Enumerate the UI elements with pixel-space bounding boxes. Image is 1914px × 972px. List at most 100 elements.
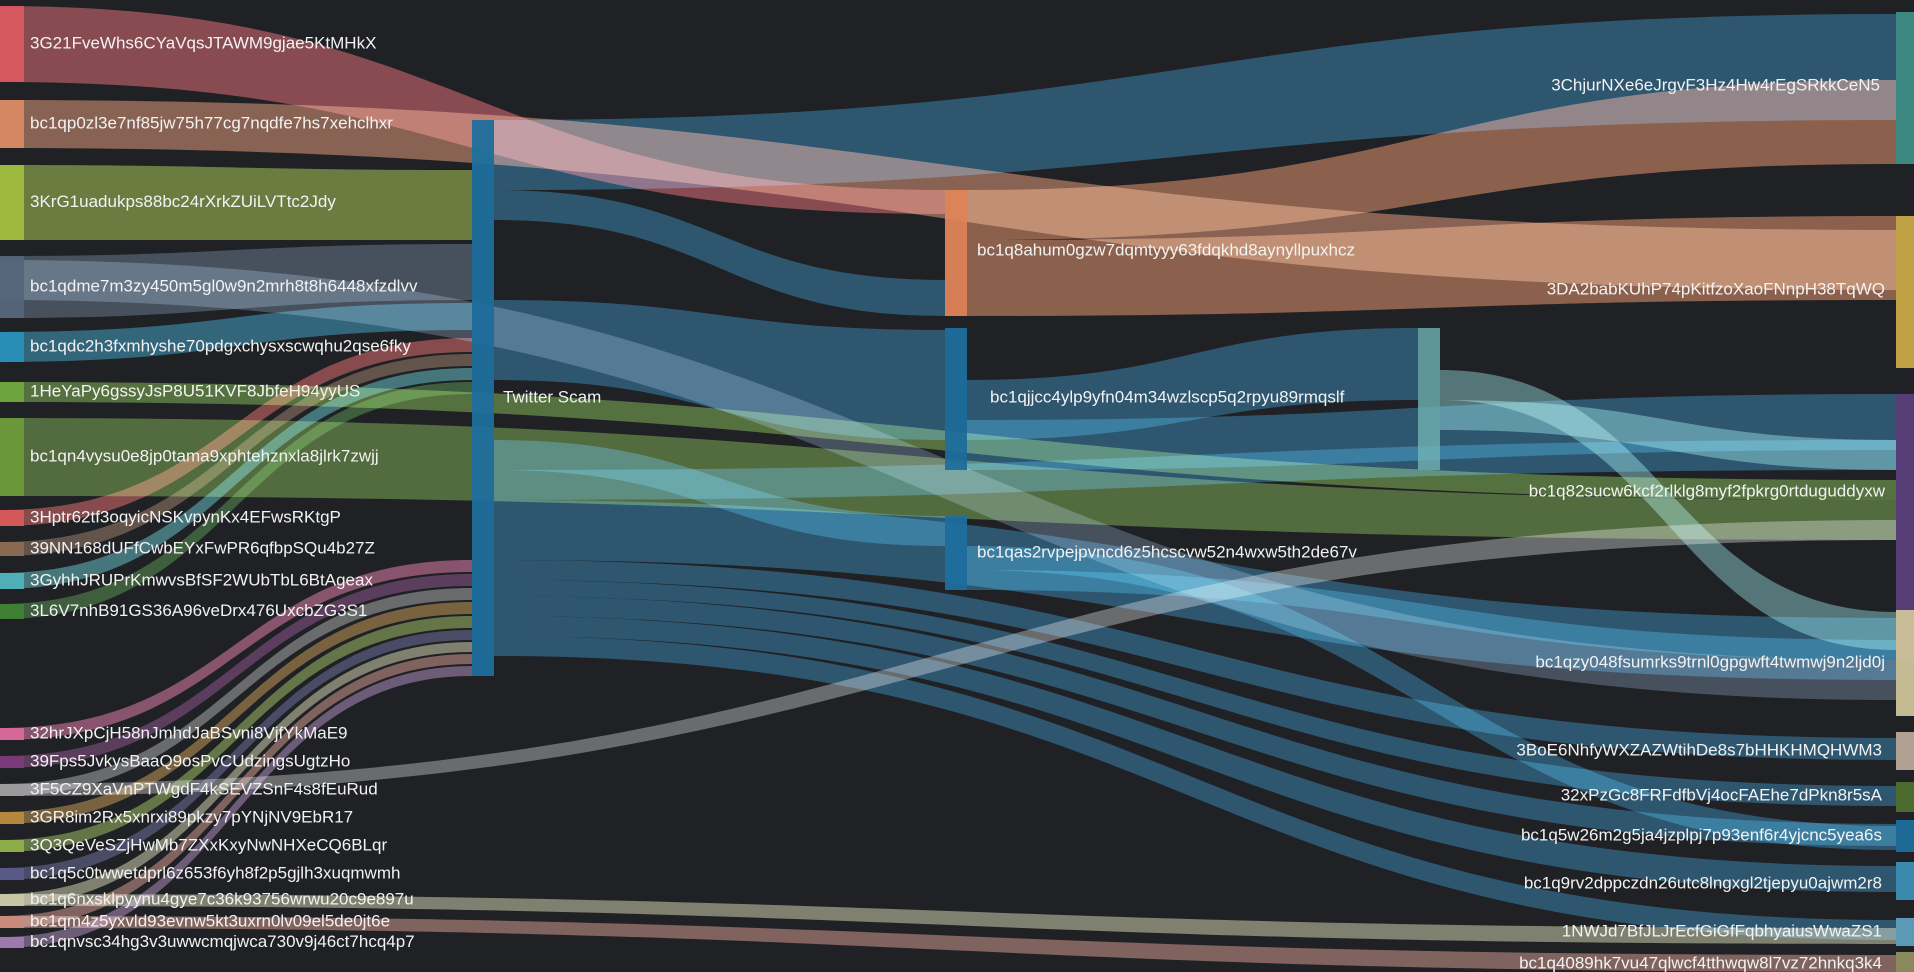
link-s20-to-hub[interactable] bbox=[0, 666, 472, 948]
link-s11-to-hub[interactable] bbox=[0, 382, 472, 619]
node-bar-s12[interactable] bbox=[0, 728, 24, 740]
node-bar-t4[interactable] bbox=[1896, 610, 1914, 716]
link-s12-to-hub[interactable] bbox=[0, 560, 472, 740]
node-label-s12: 32hrJXpCjH58nJmhdJaBSvni8VjfYkMaE9 bbox=[30, 723, 348, 742]
link-s14-to-t3[interactable] bbox=[0, 520, 1896, 796]
node-bar-m1[interactable] bbox=[945, 190, 967, 316]
node-bar-s10[interactable] bbox=[0, 573, 24, 589]
node-label-s19: bc1qm4z5yxvld93evnw5kt3uxrn0lv09el5de0jt… bbox=[30, 911, 390, 930]
link-m1-to-t1[interactable] bbox=[967, 80, 1896, 240]
link-s16-to-hub[interactable] bbox=[0, 616, 472, 852]
node-label-t2: 3DA2babKUhP74pKitfzoXaoFNnpH38TqWQ bbox=[1547, 279, 1885, 298]
link-s19-to-hub[interactable] bbox=[0, 654, 472, 928]
node-bar-t6[interactable] bbox=[1896, 782, 1914, 812]
link-s17-to-hub[interactable] bbox=[0, 630, 472, 880]
node-bar-s2[interactable] bbox=[0, 100, 24, 148]
link-s1-to-m1[interactable] bbox=[0, 6, 945, 214]
node-label-s6: 1HeYaPy6gssyJsP8U51KVF8JbfeH94yyUS bbox=[30, 381, 360, 400]
node-bar-s18[interactable] bbox=[0, 894, 24, 906]
node-label-t7: bc1q5w26m2g5ja4jzplpj7p93enf6r4yjcnc5yea… bbox=[1521, 825, 1882, 844]
link-s10-to-hub[interactable] bbox=[0, 368, 472, 589]
node-bar-s4[interactable] bbox=[0, 256, 24, 318]
node-labels: 3G21FveWhs6CYaVqsJTAWM9gjae5KtMHkX bc1qp0… bbox=[30, 33, 1886, 972]
node-bar-s1[interactable] bbox=[0, 6, 24, 82]
node-label-t3: bc1q82sucw6kcf2rlklg8myf2fpkrg0rtduguddy… bbox=[1529, 481, 1886, 500]
node-label-m3: bc1qas2rvpejpvncd6z5hcscvw52n4wxw5th2de6… bbox=[977, 542, 1357, 561]
node-bar-t9[interactable] bbox=[1896, 918, 1914, 946]
node-label-s10: 3GyhhJRUPrKmwvsBfSF2WUbTbL6BtAgeax bbox=[30, 570, 373, 589]
node-bar-s9[interactable] bbox=[0, 542, 24, 556]
node-bar-t5[interactable] bbox=[1896, 732, 1914, 770]
node-bar-s19[interactable] bbox=[0, 916, 24, 928]
flow-links bbox=[0, 6, 1896, 972]
link-hub-to-t5[interactable] bbox=[494, 560, 1896, 760]
node-label-hub: Twitter Scam bbox=[503, 387, 601, 406]
node-bar-t10[interactable] bbox=[1896, 952, 1914, 972]
link-s15-to-hub[interactable] bbox=[0, 602, 472, 824]
node-bar-s5[interactable] bbox=[0, 332, 24, 362]
node-label-s18: bc1q6nxsklpyynu4gye7c36k93756wrwu20c9e89… bbox=[30, 889, 414, 908]
link-hub-to-t8[interactable] bbox=[494, 616, 1896, 892]
node-bar-s3[interactable] bbox=[0, 165, 24, 240]
node-label-s5: bc1qdc2h3fxmhyshe70pdgxchysxscwqhu2qse6f… bbox=[30, 336, 411, 355]
node-bar-s11[interactable] bbox=[0, 604, 24, 619]
node-label-s3: 3KrG1uadukps88bc24rXrkZUiLVTtc2Jdy bbox=[30, 192, 336, 211]
node-bar-s16[interactable] bbox=[0, 840, 24, 852]
link-m2-to-m4[interactable] bbox=[967, 328, 1418, 440]
node-bar-s20[interactable] bbox=[0, 937, 24, 948]
link-hub-to-t6[interactable] bbox=[494, 580, 1896, 806]
link-hub-to-t1[interactable] bbox=[494, 14, 1896, 190]
node-bar-s7[interactable] bbox=[0, 418, 24, 496]
node-label-s17: bc1q5c0twwetdprl6z653f6yh8f2p5gjlh3xuqmw… bbox=[30, 863, 400, 882]
node-bar-m2[interactable] bbox=[945, 328, 967, 470]
link-m1-to-t2[interactable] bbox=[967, 216, 1896, 316]
node-bar-s6[interactable] bbox=[0, 382, 24, 402]
node-bar-s13[interactable] bbox=[0, 756, 24, 768]
node-label-t6: 32xPzGc8FRFdfbVj4ocFAEhe7dPkn8r5sA bbox=[1561, 785, 1883, 804]
link-s9-to-hub[interactable] bbox=[0, 354, 472, 556]
link-s19-to-t10[interactable] bbox=[0, 916, 1896, 972]
node-label-s7: bc1qn4vysu0e8jp0tama9xphtehznxla8jlrk7zw… bbox=[30, 446, 379, 465]
node-label-s14: 3F5CZ9XaVnPTWgdF4kSEVZSnF4s8fEuRud bbox=[30, 779, 378, 798]
link-m3-to-t7[interactable] bbox=[967, 546, 1896, 850]
node-bar-hub[interactable] bbox=[472, 120, 494, 676]
node-label-s4: bc1qdme7m3zy450m5gl0w9n2mrh8t8h6448xfzdl… bbox=[30, 276, 418, 295]
node-bars bbox=[0, 6, 1914, 972]
link-s13-to-hub[interactable] bbox=[0, 574, 472, 768]
node-label-s15: 3GR8im2Rx5xnrxi89pkzy7pYNjNV9EbR17 bbox=[30, 807, 353, 826]
link-hub-to-m1[interactable] bbox=[494, 190, 945, 316]
node-label-s13: 39Fps5JvkysBaaQ9osPvCUdzingsUgtzHo bbox=[30, 751, 350, 770]
link-s8-to-hub[interactable] bbox=[0, 338, 472, 526]
link-s18-to-hub[interactable] bbox=[0, 642, 472, 906]
node-label-s9: 39NN168dUFfCwbEYxFwPR6qfbpSQu4b27Z bbox=[30, 538, 375, 557]
node-bar-s17[interactable] bbox=[0, 868, 24, 880]
node-bar-s8[interactable] bbox=[0, 510, 24, 526]
link-s14-to-hub[interactable] bbox=[0, 588, 472, 796]
link-hub-to-t7[interactable] bbox=[494, 596, 1896, 846]
node-label-t8: bc1q9rv2dppczdn26utc8lngxgl2tjepyu0ajwm2… bbox=[1524, 873, 1882, 892]
node-label-s11: 3L6V7nhB91GS36A96veDrx476UxcbZG3S1 bbox=[30, 601, 367, 620]
node-bar-t3[interactable] bbox=[1896, 394, 1914, 660]
node-bar-t7[interactable] bbox=[1896, 820, 1914, 852]
link-m4-to-t4[interactable] bbox=[1440, 370, 1896, 650]
node-label-s2: bc1qp0zl3e7nf85jw75h77cg7nqdfe7hs7xehclh… bbox=[30, 113, 393, 132]
node-label-s20: bc1qnvsc34hg3v3uwwcmqjwca730v9j46ct7hcq4… bbox=[30, 932, 415, 951]
node-bar-s15[interactable] bbox=[0, 812, 24, 824]
link-hub-to-t9[interactable] bbox=[494, 636, 1896, 940]
link-s4-to-t4[interactable] bbox=[0, 260, 1896, 700]
node-label-s16: 3Q3QeVeSZjHwMb7ZXxKxyNwNHXeCQ6BLqr bbox=[30, 835, 387, 854]
link-m4-to-t3[interactable] bbox=[1440, 400, 1896, 470]
node-bar-m3[interactable] bbox=[945, 516, 967, 590]
node-bar-s14[interactable] bbox=[0, 784, 24, 796]
node-label-m2: bc1qjjcc4ylp9yfn04m34wzlscp5q2rpyu89rmqs… bbox=[990, 387, 1345, 406]
node-label-t9: 1NWJd7BfJLJrEcfGiGfFqbhyaiusWwaZS1 bbox=[1562, 921, 1882, 940]
node-bar-m4[interactable] bbox=[1418, 328, 1440, 470]
node-bar-t8[interactable] bbox=[1896, 862, 1914, 900]
node-label-m1: bc1q8ahum0gzw7dqmtyyy63fdqkhd8aynyllpuxh… bbox=[977, 240, 1355, 259]
link-s3-to-hub[interactable] bbox=[0, 165, 472, 240]
node-bar-t2[interactable] bbox=[1896, 216, 1914, 368]
node-bar-t1[interactable] bbox=[1896, 12, 1914, 164]
link-s18-to-t9[interactable] bbox=[0, 894, 1896, 944]
node-label-s1: 3G21FveWhs6CYaVqsJTAWM9gjae5KtMHkX bbox=[30, 33, 376, 52]
